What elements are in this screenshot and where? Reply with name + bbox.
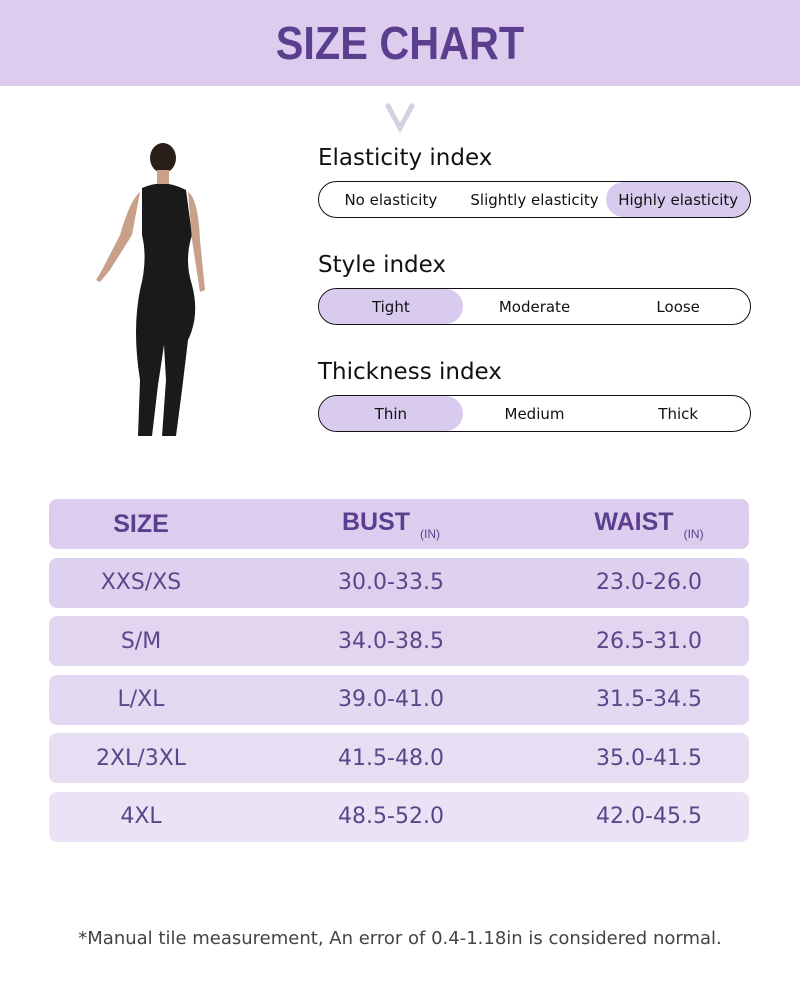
cell-size: 2XL/3XL (95, 745, 187, 771)
elasticity-scale: No elasticity Slightly elasticity Highly… (318, 181, 751, 218)
title-banner: SIZE CHART (0, 0, 800, 86)
table-row: XXS/XS 30.0-33.5 23.0-26.0 (49, 557, 749, 608)
header-waist: WAIST (IN) (594, 507, 704, 541)
cell-bust: 48.5-52.0 (338, 804, 444, 829)
thickness-scale: Thin Medium Thick (318, 395, 751, 432)
cell-waist: 23.0-26.0 (596, 570, 702, 595)
elasticity-index: Elasticity index No elasticity Slightly … (318, 141, 751, 218)
cell-bust: 34.0-38.5 (338, 628, 444, 654)
waist-unit: (IN) (683, 526, 704, 541)
header-size: SIZE (113, 509, 169, 538)
style-scale: Tight Moderate Loose (318, 288, 751, 325)
product-model-image (96, 143, 205, 436)
cell-waist: 26.5-31.0 (596, 628, 702, 654)
cell-bust: 30.0-33.5 (338, 570, 444, 595)
table-row: 2XL/3XL 41.5-48.0 35.0-41.5 (49, 733, 749, 783)
option-moderate: Moderate (498, 297, 571, 316)
table-row: S/M 34.0-38.5 26.5-31.0 (49, 616, 749, 666)
cell-bust: 41.5-48.0 (338, 745, 444, 771)
cell-waist: 35.0-41.5 (596, 745, 702, 771)
option-thin: Thin (319, 396, 463, 431)
cell-size: XXS/XS (100, 570, 182, 595)
style-index: Style index Tight Moderate Loose (318, 248, 751, 325)
style-index-label: Style index (318, 252, 447, 278)
option-thick: Thick (658, 404, 699, 423)
thickness-index: Thickness index Thin Medium Thick (318, 355, 751, 432)
size-table: SIZE BUST (IN) WAIST (IN) XXS/XS 30.0-33.5… (49, 499, 749, 850)
bust-unit: (IN) (420, 526, 441, 541)
page-title: SIZE CHART (275, 17, 525, 69)
option-medium: Medium (504, 404, 565, 423)
cell-size: 4XL (120, 804, 162, 829)
option-slightly-elasticity: Slightly elasticity (470, 190, 599, 209)
header-bust: BUST (IN) (341, 507, 441, 541)
table-header: SIZE BUST (IN) WAIST (IN) (49, 499, 749, 549)
option-highly-elasticity: Highly elasticity (606, 182, 750, 217)
option-no-elasticity: No elasticity (344, 190, 438, 209)
chevron-down-icon (384, 102, 416, 134)
option-loose: Loose (656, 297, 700, 316)
option-tight: Tight (319, 289, 463, 324)
measurement-note: *Manual tile measurement, An error of 0.… (78, 928, 722, 949)
cell-waist: 31.5-34.5 (596, 687, 702, 712)
elasticity-index-label: Elasticity index (318, 145, 493, 171)
table-row: L/XL 39.0-41.0 31.5-34.5 (49, 674, 749, 725)
cell-size: L/XL (117, 687, 165, 712)
cell-bust: 39.0-41.0 (338, 687, 444, 712)
cell-size: S/M (120, 628, 162, 654)
thickness-index-label: Thickness index (318, 359, 502, 385)
table-row: 4XL 48.5-52.0 42.0-45.5 (49, 791, 749, 842)
cell-waist: 42.0-45.5 (596, 804, 702, 829)
